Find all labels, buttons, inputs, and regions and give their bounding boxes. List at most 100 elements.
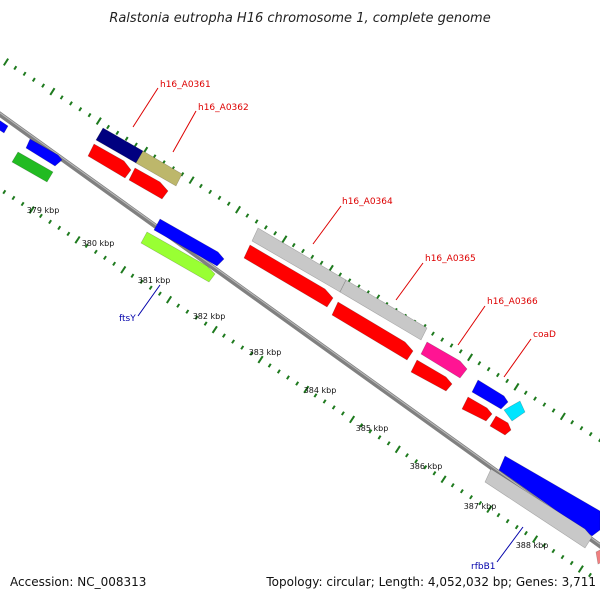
kbp-label: 381 kbp	[138, 276, 171, 285]
tick-mark	[513, 382, 520, 391]
tick-mark	[148, 285, 153, 290]
gene-labels: h16_A0361 h16_A0362 h16_A0364 h16_A0365 …	[119, 80, 556, 572]
tick-mark	[469, 494, 473, 500]
gene-rfbB1[interactable]	[484, 468, 593, 549]
tick-mark	[78, 107, 83, 112]
tick-mark	[48, 219, 52, 225]
tick-mark	[478, 500, 483, 506]
tick-mark	[281, 235, 288, 244]
tick-mark	[349, 415, 356, 424]
gene-red-a[interactable]	[87, 143, 132, 179]
tick-mark	[124, 136, 129, 142]
gene-red-d[interactable]	[331, 301, 414, 361]
tick-mark	[120, 265, 127, 274]
tick-mark	[130, 273, 135, 278]
tick-mark	[115, 130, 120, 136]
gene-blue-b[interactable]	[153, 218, 225, 267]
tick-mark	[514, 524, 519, 530]
gene-label-h16-A0366[interactable]: h16_A0366	[487, 297, 538, 307]
gene-blue-left[interactable]	[0, 118, 9, 134]
outer-tick-ring	[3, 58, 600, 443]
tick-mark	[577, 565, 584, 573]
gene-blue-c[interactable]	[471, 379, 509, 410]
tick-mark	[423, 465, 428, 470]
tick-mark	[84, 243, 89, 249]
gene-label-h16-A0361[interactable]: h16_A0361	[160, 80, 211, 90]
kbp-scale: 379 kbp 380 kbp 381 kbp 382 kbp 383 kbp …	[27, 206, 549, 550]
tick-mark	[95, 117, 102, 125]
tick-mark	[377, 435, 382, 440]
gene-blue-a[interactable]	[25, 138, 63, 167]
tick-mark	[41, 83, 46, 88]
gene-coaD[interactable]	[503, 400, 526, 422]
gene-red-e[interactable]	[410, 359, 453, 392]
gene-green-a[interactable]	[11, 151, 54, 183]
kbp-label: 382 kbp	[193, 312, 226, 321]
tick-mark	[249, 351, 254, 356]
gene-label-ftsY[interactable]: ftsY	[119, 314, 136, 324]
tick-mark	[551, 548, 556, 554]
tick-mark	[569, 560, 574, 566]
tick-mark	[486, 366, 491, 372]
tick-mark	[588, 572, 592, 578]
tick-mark	[3, 58, 9, 66]
tick-mark	[112, 261, 117, 267]
tick-mark	[28, 206, 35, 214]
tick-mark	[486, 505, 493, 514]
kbp-label: 388 kbp	[516, 541, 549, 550]
tick-mark	[31, 77, 36, 82]
tick-mark	[467, 353, 474, 362]
gene-h16-A0365[interactable]	[339, 279, 428, 341]
tick-mark	[257, 355, 264, 364]
gene-h16-A0366[interactable]	[420, 341, 468, 379]
tick-mark	[449, 343, 454, 348]
tick-mark	[505, 378, 510, 384]
kbp-label: 379 kbp	[27, 206, 60, 215]
tick-mark	[222, 333, 226, 338]
tick-mark	[211, 325, 218, 334]
tick-mark	[139, 279, 144, 284]
tick-mark	[273, 231, 278, 236]
kbp-label: 386 kbp	[410, 462, 443, 471]
gene-blue-d[interactable]	[498, 455, 600, 537]
tick-mark	[542, 542, 547, 548]
tick-mark	[74, 235, 81, 244]
kbp-label: 380 kbp	[82, 239, 115, 248]
gene-label-h16-A0365[interactable]: h16_A0365	[425, 254, 476, 264]
tick-mark	[301, 248, 305, 254]
gene-label-coaD[interactable]: coaD	[533, 330, 556, 340]
accession-text: Accession: NC_008313	[10, 575, 146, 589]
gene-label-h16-A0362[interactable]: h16_A0362	[198, 103, 249, 113]
gene-red-f[interactable]	[461, 396, 493, 422]
gene-label-rfbB1[interactable]: rfbB1	[471, 562, 495, 572]
gene-red-c[interactable]	[243, 244, 334, 308]
gene-h16-A0362[interactable]	[135, 150, 183, 187]
gene-label-h16-A0364[interactable]: h16_A0364	[342, 197, 393, 207]
tick-mark	[313, 393, 318, 398]
tick-mark	[532, 535, 539, 543]
tick-mark	[394, 445, 401, 454]
tick-mark	[166, 295, 173, 304]
tick-mark	[338, 272, 343, 277]
tick-mark	[106, 124, 111, 130]
gene-red-g[interactable]	[489, 415, 512, 436]
tick-mark	[579, 425, 584, 431]
tick-mark	[319, 260, 324, 266]
tick-mark	[49, 87, 56, 96]
tick-mark	[496, 512, 501, 518]
tick-mark	[157, 291, 162, 296]
tick-mark	[551, 408, 556, 413]
tick-mark	[505, 518, 510, 524]
tick-mark	[310, 254, 315, 260]
tick-mark	[22, 71, 27, 77]
gene-ftsY[interactable]	[140, 231, 216, 283]
tick-mark	[598, 438, 600, 443]
gene-red-b[interactable]	[128, 167, 169, 200]
tick-mark	[263, 225, 268, 230]
gene-pink-edge[interactable]	[595, 548, 600, 565]
tick-mark	[198, 183, 203, 189]
tick-mark	[322, 399, 327, 404]
tick-mark	[57, 225, 62, 231]
kbp-label: 383 kbp	[249, 348, 282, 357]
tick-mark	[431, 331, 435, 336]
